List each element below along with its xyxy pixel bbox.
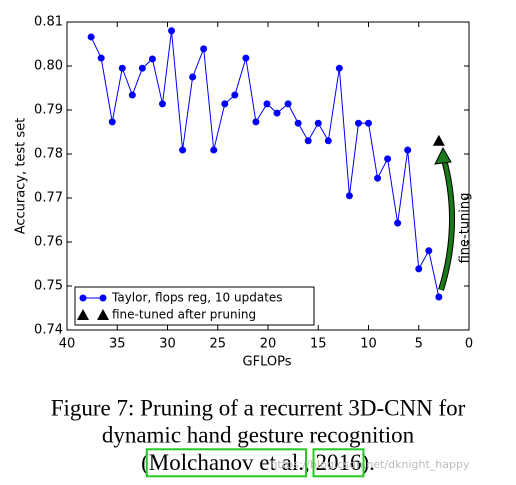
plot-frame (66, 21, 470, 331)
x-tick-label: 10 (360, 337, 377, 352)
data-point (128, 91, 136, 99)
x-tick-label: 25 (209, 337, 226, 352)
data-point (189, 73, 197, 81)
annotation: fine-tuning (458, 193, 473, 264)
y-tick-label: 0.74 (34, 323, 63, 338)
data-point (242, 54, 250, 62)
legend-label: Taylor, flops reg, 10 updates (111, 291, 283, 305)
data-point (404, 146, 412, 154)
highlight-box (312, 448, 365, 478)
data-point (354, 119, 362, 127)
data-point (345, 192, 353, 200)
y-tick-label: 0.77 (34, 191, 63, 206)
legend-marker (77, 309, 89, 320)
citation-part: Molchanov et al. (149, 450, 304, 475)
data-point (200, 45, 208, 53)
highlight-box (145, 448, 307, 478)
watermark: https://blog.csdn.net/dknight_happy (271, 458, 470, 471)
data-point (335, 64, 343, 72)
legend-label: fine-tuned after pruning (112, 308, 256, 322)
y-tick-label: 0.80 (34, 59, 63, 74)
data-point (148, 55, 156, 63)
data-point (87, 33, 95, 41)
annotation-arrowhead (434, 146, 452, 165)
data-point (384, 155, 392, 163)
y-tick-label: 0.75 (34, 279, 63, 294)
data-point (374, 174, 382, 182)
citation-part: ( (141, 450, 149, 475)
legend-box (74, 286, 315, 326)
caption-citation: (Molchanov et al., 2016). (141, 450, 375, 475)
data-point (210, 146, 218, 154)
x-tick-label: 40 (59, 337, 76, 352)
x-tick-label: 35 (109, 337, 126, 352)
caption-line: dynamic hand gesture recognition (102, 422, 415, 447)
x-tick-label: 0 (465, 337, 473, 352)
data-point (284, 100, 292, 108)
data-point (394, 219, 402, 227)
data-point (263, 100, 271, 108)
legend-marker (97, 309, 109, 320)
data-point (324, 137, 332, 145)
citation-part: , (304, 450, 316, 475)
data-point (294, 119, 302, 127)
annotation-arrow (439, 155, 454, 291)
data-point (435, 293, 443, 301)
data-point (138, 64, 146, 72)
y-axis-label: Accuracy, test set (14, 118, 29, 235)
y-tick-label: 0.81 (34, 15, 63, 30)
data-point (252, 118, 260, 126)
data-point (304, 137, 312, 145)
data-point (97, 54, 105, 62)
data-point (179, 146, 187, 154)
data-point (432, 134, 445, 146)
y-tick-label: 0.79 (34, 103, 63, 118)
data-point (221, 100, 229, 108)
data-point (273, 109, 281, 117)
data-point (158, 100, 166, 108)
y-tick-label: 0.76 (34, 235, 63, 250)
data-point (425, 247, 433, 255)
data-point (365, 119, 372, 127)
y-tick-label: 0.78 (34, 147, 63, 162)
data-point (314, 119, 322, 127)
data-point (168, 27, 176, 35)
x-tick-label: 5 (415, 337, 423, 352)
data-point (415, 265, 423, 273)
data-point (118, 64, 126, 72)
legend-marker (99, 294, 107, 302)
citation-part: 2016 (315, 450, 361, 475)
x-tick-label: 20 (260, 337, 277, 352)
citation-part: ). (361, 450, 374, 475)
caption-line: Figure 7: Pruning of a recurrent 3D-CNN … (51, 395, 466, 420)
x-axis-label: GFLOPs (243, 355, 292, 370)
x-tick-label: 30 (159, 337, 176, 352)
legend-marker (79, 294, 87, 302)
data-point (108, 118, 116, 126)
data-point (231, 91, 239, 99)
x-tick-label: 15 (310, 337, 327, 352)
